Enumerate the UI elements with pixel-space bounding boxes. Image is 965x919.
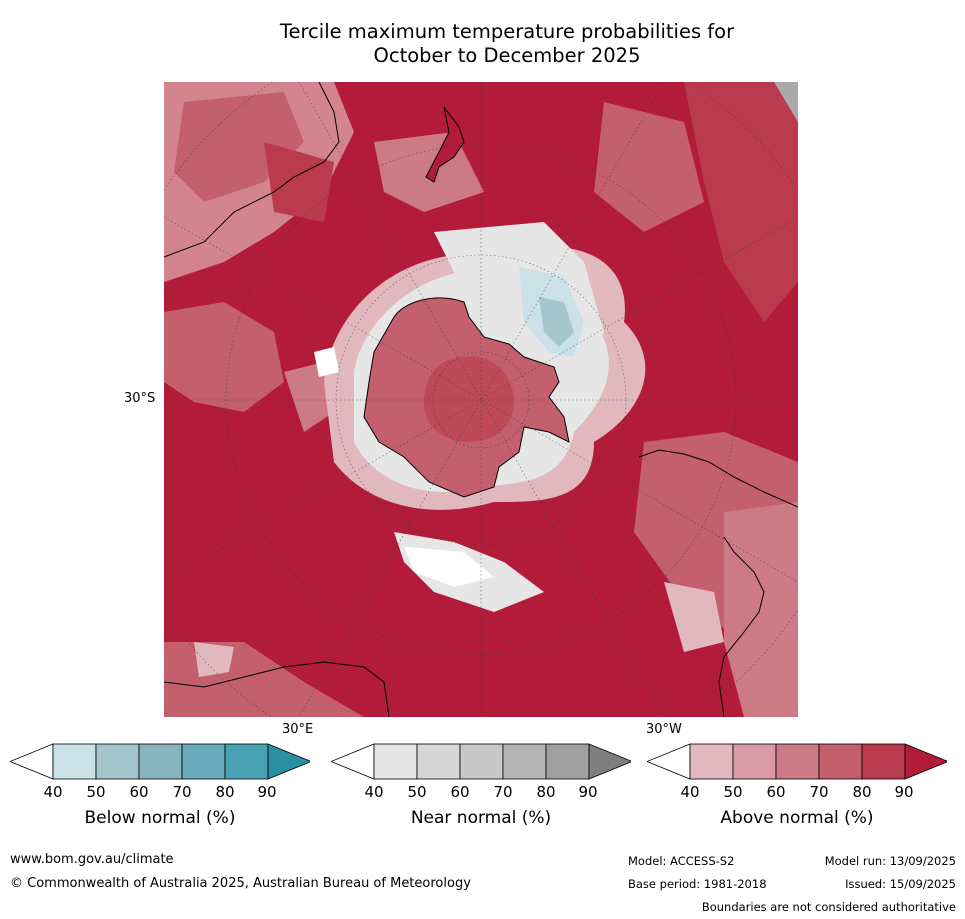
- disclaimer-text: Boundaries are not considered authoritat…: [701, 900, 956, 914]
- title-line-2: October to December 2025: [373, 44, 641, 67]
- colorbar-segment: [224, 743, 269, 780]
- above-tick-60: 60: [766, 783, 786, 801]
- below-normal-label: Below normal (%): [84, 808, 236, 828]
- above-tick-90: 90: [894, 783, 914, 801]
- below-tick-60: 60: [129, 783, 149, 801]
- colorbar-segment: [502, 743, 547, 780]
- colorbar-segment: [545, 743, 590, 780]
- title-line-1: Tercile maximum temperature probabilitie…: [279, 20, 735, 43]
- model-run-text: Model run: 13/09/2025: [824, 854, 956, 868]
- colorbar-segment: [775, 743, 820, 780]
- longitude-label-30w: 30°W: [646, 722, 682, 737]
- south-america-coast: [638, 449, 798, 717]
- colorbar-segment: [732, 743, 777, 780]
- graticule: [164, 82, 798, 717]
- below-tick-70: 70: [172, 783, 192, 801]
- near-tick-50: 50: [407, 783, 427, 801]
- near-tick-60: 60: [450, 783, 470, 801]
- above-tick-80: 80: [852, 783, 872, 801]
- colorbar-segment: [95, 743, 140, 780]
- map-title: Tercile maximum temperature probabilitie…: [160, 20, 854, 68]
- colorbar-segment: [52, 743, 97, 780]
- colorbar-segment: [689, 743, 734, 780]
- colorbar-segment: [373, 743, 418, 780]
- model-text: Model: ACCESS-S2: [628, 854, 735, 868]
- colorbar-below-normal: [10, 742, 310, 782]
- colorbar-extend-high: [588, 743, 631, 780]
- near-tick-80: 80: [536, 783, 556, 801]
- colorbar-segment: [459, 743, 504, 780]
- colorbar-segment: [416, 743, 461, 780]
- colorbar-segment: [861, 743, 906, 780]
- above-tick-70: 70: [809, 783, 829, 801]
- colorbar-near-normal: [331, 742, 631, 782]
- near-normal-label: Near normal (%): [410, 808, 552, 828]
- above-normal-label: Above normal (%): [720, 808, 874, 828]
- longitude-label-30e: 30°E: [282, 722, 314, 737]
- latitude-label-30s: 30°S: [124, 391, 156, 406]
- below-tick-80: 80: [215, 783, 235, 801]
- colorbar-extend-high: [904, 743, 947, 780]
- above-tick-50: 50: [723, 783, 743, 801]
- issued-text: Issued: 15/09/2025: [845, 877, 956, 891]
- website-link[interactable]: www.bom.gov.au/climate: [10, 852, 174, 867]
- copyright-text: © Commonwealth of Australia 2025, Austra…: [10, 876, 471, 891]
- new-zealand-coast: [425, 106, 465, 183]
- colorbar-segment: [138, 743, 183, 780]
- below-tick-90: 90: [257, 783, 277, 801]
- colorbar-extend-low: [647, 743, 691, 780]
- near-tick-70: 70: [493, 783, 513, 801]
- probability-map: [164, 82, 798, 717]
- above-tick-40: 40: [680, 783, 700, 801]
- colorbar-segment: [181, 743, 226, 780]
- near-tick-90: 90: [578, 783, 598, 801]
- below-tick-50: 50: [86, 783, 106, 801]
- colorbar-extend-high: [267, 743, 310, 780]
- probability-contours: [164, 82, 798, 717]
- africa-coast: [164, 661, 390, 717]
- australia-coast: [164, 82, 340, 258]
- colorbar-extend-low: [10, 743, 54, 780]
- colorbar-segment: [818, 743, 863, 780]
- base-period-text: Base period: 1981-2018: [628, 877, 767, 891]
- colorbar-extend-low: [331, 743, 375, 780]
- colorbar-above-normal: [647, 742, 947, 782]
- below-tick-40: 40: [43, 783, 63, 801]
- near-tick-40: 40: [364, 783, 384, 801]
